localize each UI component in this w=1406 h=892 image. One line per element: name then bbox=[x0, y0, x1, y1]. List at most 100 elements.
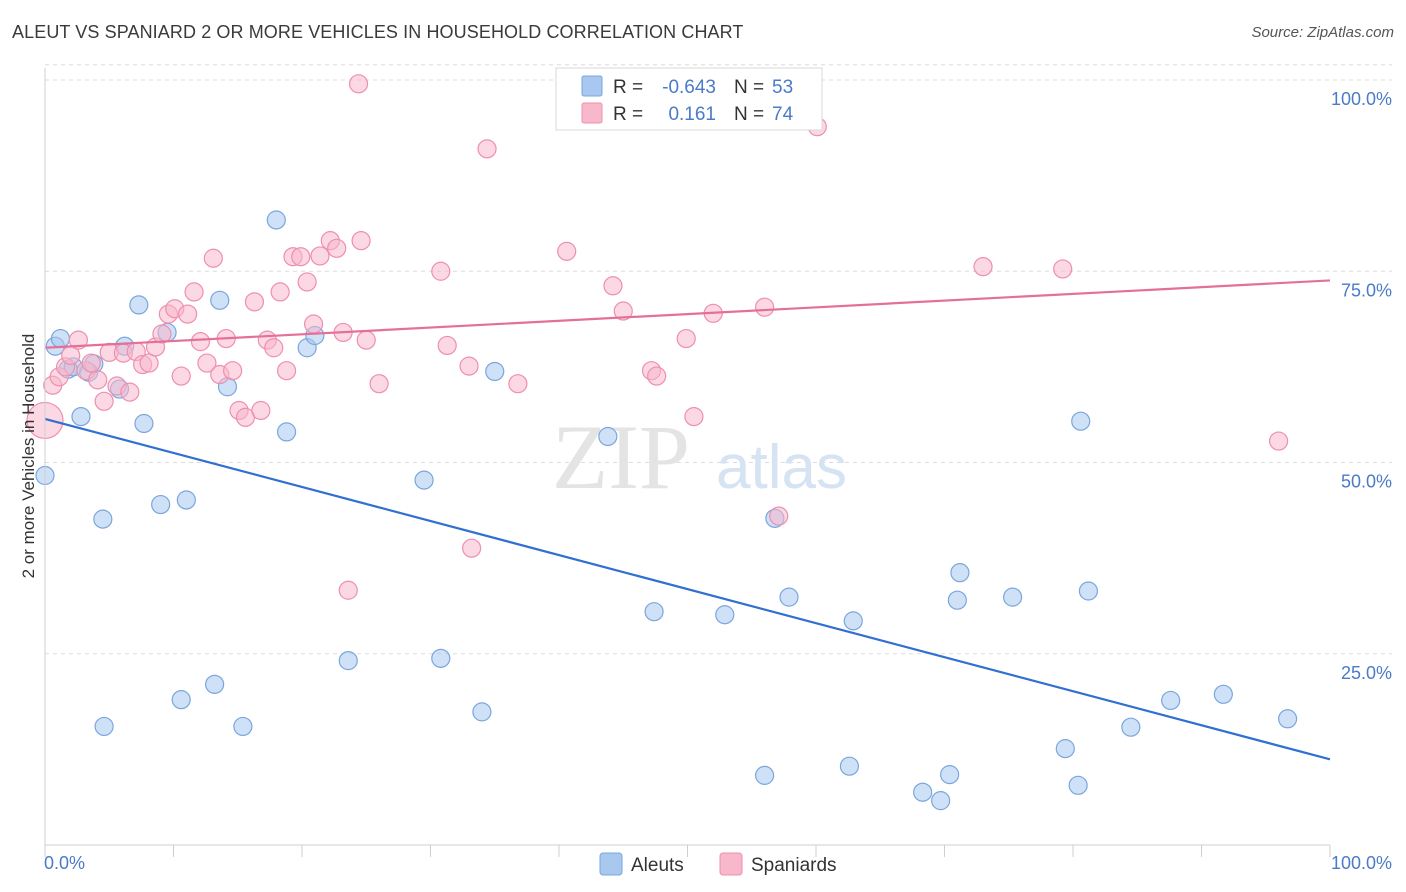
watermark-atlas: atlas bbox=[716, 433, 847, 502]
y-tick-label-25: 25.0% bbox=[1341, 663, 1392, 683]
aleut-point-22 bbox=[266, 210, 286, 230]
aleut-point-23 bbox=[276, 422, 297, 442]
legend-n-label-spaniards: N = bbox=[734, 104, 764, 125]
spaniard-point-35 bbox=[264, 338, 284, 358]
aleut-point-29 bbox=[472, 702, 492, 722]
aleut-point-41 bbox=[940, 765, 960, 785]
aleut-point-16 bbox=[171, 690, 191, 710]
spaniard-point-32 bbox=[244, 292, 265, 312]
aleut-point-37 bbox=[839, 756, 860, 776]
aleut-point-47 bbox=[1071, 411, 1091, 431]
spaniard-point-18 bbox=[152, 324, 172, 344]
legend-swatch-spaniards bbox=[581, 102, 603, 124]
aleut-point-45 bbox=[1055, 739, 1075, 759]
spaniard-point-21 bbox=[171, 366, 191, 386]
y-tick-labels: 25.0% 50.0% 75.0% 100.0% bbox=[1331, 89, 1392, 683]
spaniard-point-56 bbox=[508, 374, 528, 394]
spaniard-point-66 bbox=[754, 297, 775, 317]
aleut-point-27 bbox=[414, 470, 434, 490]
legend-bottom-swatch-spaniards bbox=[719, 852, 743, 876]
spaniard-point-57 bbox=[557, 241, 577, 261]
aleut-point-30 bbox=[485, 361, 505, 382]
spaniard-point-16 bbox=[139, 353, 159, 373]
aleut-point-17 bbox=[176, 490, 196, 510]
spaniard-point-64 bbox=[684, 407, 704, 427]
x-tick-label-min: 0.0% bbox=[44, 853, 85, 873]
aleut-trend-line bbox=[44, 417, 1331, 761]
aleut-point-31 bbox=[598, 426, 618, 447]
spaniard-point-26 bbox=[203, 248, 223, 268]
spaniard-point-36 bbox=[270, 282, 290, 302]
trend-lines bbox=[44, 279, 1331, 761]
watermark-zip: ZIP bbox=[552, 406, 690, 508]
spaniard-point-41 bbox=[303, 314, 324, 334]
spaniard-point-48 bbox=[356, 330, 376, 350]
spaniard-point-54 bbox=[462, 538, 482, 558]
x-axis-ticks bbox=[44, 845, 1331, 857]
aleut-point-44 bbox=[1003, 587, 1023, 607]
source-label: Source: ZipAtlas.com bbox=[1251, 24, 1394, 41]
aleut-point-12 bbox=[129, 295, 149, 315]
legend-bottom-swatch-aleuts bbox=[599, 852, 623, 876]
spaniard-point-7 bbox=[81, 353, 101, 373]
spaniard-point-55 bbox=[477, 139, 497, 159]
aleut-point-8 bbox=[93, 509, 113, 529]
aleut-point-38 bbox=[843, 611, 863, 631]
spaniard-point-40 bbox=[297, 272, 317, 292]
legend-bottom-label-aleuts: Aleuts bbox=[631, 855, 684, 876]
spaniard-point-49 bbox=[369, 374, 389, 394]
aleut-point-18 bbox=[205, 674, 225, 694]
legend-bottom: Aleuts Spaniards bbox=[599, 852, 837, 876]
spaniard-point-25 bbox=[197, 353, 217, 373]
spaniard-point-29 bbox=[223, 361, 243, 381]
y-tick-label-50: 50.0% bbox=[1341, 472, 1392, 492]
gridlines bbox=[45, 64, 1392, 655]
spaniard-point-61 bbox=[647, 366, 667, 386]
aleut-point-40 bbox=[931, 791, 951, 811]
legend-swatch-aleuts bbox=[581, 75, 603, 97]
y-tick-label-75: 75.0% bbox=[1341, 280, 1392, 300]
aleut-point-34 bbox=[754, 765, 775, 785]
legend-bottom-label-spaniards: Spaniards bbox=[751, 855, 837, 876]
spaniard-point-5 bbox=[68, 330, 89, 350]
y-axis-title: 2 or more Vehicles in Household bbox=[19, 334, 38, 579]
spaniard-point-47 bbox=[351, 231, 371, 251]
aleut-point-28 bbox=[431, 648, 451, 668]
aleut-point-52 bbox=[1277, 709, 1298, 729]
aleut-point-5 bbox=[71, 407, 91, 427]
aleut-point-49 bbox=[1121, 717, 1141, 737]
spaniard-point-71 bbox=[1268, 431, 1289, 451]
spaniard-point-39 bbox=[291, 247, 311, 267]
aleut-point-9 bbox=[94, 716, 114, 737]
spaniard-point-69 bbox=[973, 257, 993, 277]
spaniard-point-58 bbox=[603, 276, 623, 296]
aleut-point-33 bbox=[715, 605, 735, 625]
legend-r-value-spaniards: 0.161 bbox=[668, 104, 716, 125]
spaniard-point-46 bbox=[348, 74, 369, 94]
aleut-point-51 bbox=[1213, 684, 1233, 704]
spaniard-point-70 bbox=[1053, 259, 1073, 279]
aleut-point-39 bbox=[913, 782, 933, 802]
spaniard-point-33 bbox=[251, 400, 271, 421]
spaniard-point-59 bbox=[613, 301, 633, 321]
aleut-point-48 bbox=[1078, 581, 1099, 601]
spaniard-point-8 bbox=[88, 370, 108, 390]
spaniard-point-22 bbox=[178, 304, 198, 324]
spaniard-point-42 bbox=[310, 246, 330, 266]
aleut-point-13 bbox=[134, 413, 154, 434]
spaniard-point-51 bbox=[431, 261, 451, 281]
spaniard-point-24 bbox=[190, 332, 211, 352]
spaniard-point-9 bbox=[94, 391, 114, 411]
aleut-point-50 bbox=[1161, 690, 1181, 711]
spaniard-point-67 bbox=[769, 506, 789, 526]
aleut-point-21 bbox=[233, 716, 253, 737]
aleut-point-43 bbox=[950, 563, 970, 583]
legend-n-label-aleuts: N = bbox=[734, 77, 764, 98]
spaniard-point-37 bbox=[276, 361, 297, 381]
aleut-point-26 bbox=[338, 651, 358, 671]
spaniard-point-52 bbox=[437, 335, 457, 356]
spaniard-point-44 bbox=[327, 238, 347, 258]
aleut-point-14 bbox=[151, 494, 171, 515]
legend-top: R = -0.643 N = 53 R = 0.161 N = 74 bbox=[555, 67, 823, 131]
